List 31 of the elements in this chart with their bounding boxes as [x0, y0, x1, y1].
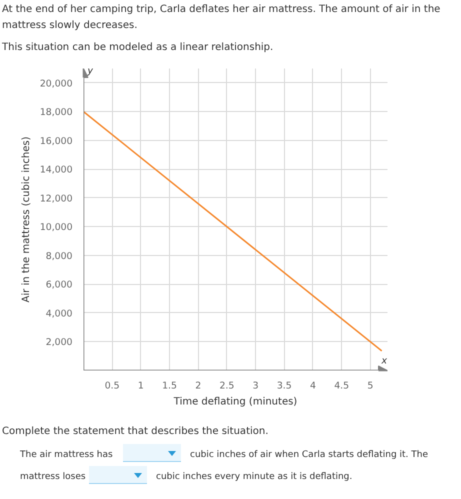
y-tick-label: 20,000	[40, 78, 73, 90]
x-tick-label: 2	[195, 380, 202, 392]
x-tick-label: 3	[252, 380, 259, 392]
y-axis-title: Air in the mattress (cubic inches)	[20, 136, 32, 302]
y-tick-label: 8,000	[46, 250, 73, 262]
y-tick-label: 14,000	[40, 164, 73, 176]
x-tick-label: 4	[310, 380, 316, 392]
x-tick-label: 2.5	[219, 380, 234, 392]
y-tick-label: 18,000	[40, 107, 73, 118]
y-tick-label: 10,000	[40, 222, 73, 234]
x-tick-label: 5	[367, 380, 374, 392]
x-tick-label: 4.5	[334, 380, 350, 392]
text: Complete the statement that describes the situation.	[2, 425, 268, 439]
x-tick-label: 1	[138, 380, 144, 392]
y-tick-label: 2,000	[46, 337, 73, 348]
annotation: y	[86, 66, 94, 76]
x-tick-label: 1.5	[162, 380, 178, 392]
chart-title: At the end of her camping trip, Carla deflates her air mattress. The amount of air in the mattress slowly decreases.	[2, 3, 442, 33]
chart-subtitle: This situation can be modeled as a linear relationship.	[2, 41, 274, 55]
annotation: x	[380, 356, 388, 366]
y-tick-label: 12,000	[40, 193, 73, 204]
text: The air mattress has	[20, 449, 113, 462]
text: mattress loses	[20, 471, 86, 484]
y-tick-label: 4,000	[46, 308, 73, 320]
y-tick-label: 6,000	[46, 280, 73, 291]
x-tick-label: 0.5	[104, 380, 120, 392]
x-tick-label: 3.5	[276, 380, 292, 392]
x-axis-title: Time deflating (minutes)	[172, 396, 298, 408]
y-tick-label: 16,000	[40, 136, 73, 147]
text: cubic inches of air when Carla starts deflating it. The	[190, 449, 428, 462]
text: cubic inches every minute as it is deflating.	[156, 471, 352, 484]
